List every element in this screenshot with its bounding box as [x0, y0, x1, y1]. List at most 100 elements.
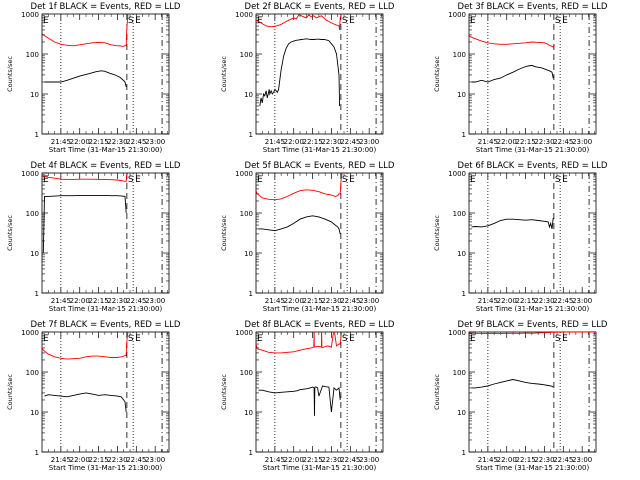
- series-lld: [256, 332, 342, 354]
- marker-letter-e: E: [349, 16, 355, 26]
- corner-letter: E: [43, 175, 49, 185]
- panel-det-4: Det 4f BLACK = Events, RED = LLD 1 10 100 10…: [6, 161, 181, 313]
- x-tick-label: 22:15: [302, 138, 322, 146]
- y-tick-label: 100: [26, 210, 39, 218]
- marker-letter-e: E: [562, 334, 568, 344]
- x-axis-label: Start Time (31-Mar-15 21:30:00): [476, 305, 590, 313]
- x-tick-label: 21:45: [51, 138, 71, 146]
- x-tick-label: 22:30: [107, 138, 127, 146]
- x-tick-label: 22:00: [284, 297, 304, 305]
- x-tick-label: 23:00: [145, 456, 165, 464]
- marker-letter-s: S: [342, 334, 348, 344]
- corner-letter: E: [257, 175, 263, 185]
- panel-title: Det 9f BLACK = Events, RED = LLD: [458, 320, 608, 330]
- x-tick-label: 22:15: [88, 456, 108, 464]
- series-lld: [469, 34, 555, 48]
- y-tick-label: 100: [26, 51, 39, 59]
- marker-letter-e: E: [135, 334, 141, 344]
- plot-frame: [255, 331, 384, 453]
- plot-frame: [255, 172, 384, 294]
- marker-letter-e: E: [135, 16, 141, 26]
- x-tick-label: 21:45: [478, 138, 498, 146]
- panel-title: Det 7f BLACK = Events, RED = LLD: [31, 320, 181, 330]
- x-tick-label: 22:30: [321, 456, 341, 464]
- panel-title: Det 5f BLACK = Events, RED = LLD: [245, 161, 395, 171]
- y-tick-label: 10: [457, 250, 466, 258]
- x-tick-label: 22:30: [321, 297, 341, 305]
- corner-letter: E: [257, 334, 263, 344]
- series-lld: [469, 332, 596, 334]
- y-tick-label: 100: [453, 369, 466, 377]
- marker-letter-e: E: [349, 175, 355, 185]
- marker-letter-s: S: [555, 334, 561, 344]
- y-axis-label: Counts/sec: [433, 56, 441, 92]
- y-tick-label: 1000: [21, 329, 39, 337]
- x-tick-label: 22:30: [534, 138, 554, 146]
- y-tick-label: 1: [35, 131, 39, 139]
- corner-letter: E: [43, 334, 49, 344]
- marker-letter-s: S: [128, 175, 134, 185]
- corner-letter: E: [43, 16, 49, 26]
- x-tick-label: 22:45: [553, 297, 573, 305]
- x-tick-label: 21:45: [265, 138, 285, 146]
- x-tick-label: 23:00: [359, 138, 379, 146]
- marker-letter-e: E: [349, 334, 355, 344]
- x-axis-label: Start Time (31-Mar-15 21:30:00): [263, 146, 377, 154]
- panel-title: Det 3f BLACK = Events, RED = LLD: [458, 2, 608, 12]
- x-tick-label: 22:30: [534, 456, 554, 464]
- series-lld: [42, 173, 129, 182]
- y-tick-label: 1: [462, 131, 466, 139]
- y-tick-label: 1000: [235, 11, 253, 19]
- corner-letter: E: [470, 334, 476, 344]
- series-events: [42, 194, 127, 254]
- x-tick-label: 22:15: [515, 297, 535, 305]
- y-tick-label: 10: [30, 91, 39, 99]
- panel-det-7: Det 7f BLACK = Events, RED = LLD 1 10 100 10…: [6, 320, 181, 472]
- x-axis-label: Start Time (31-Mar-15 21:30:00): [263, 464, 377, 472]
- x-axis-label: Start Time (31-Mar-15 21:30:00): [476, 146, 590, 154]
- x-tick-label: 22:45: [126, 138, 146, 146]
- x-tick-label: 22:15: [88, 138, 108, 146]
- y-tick-label: 1000: [448, 170, 466, 178]
- series-events: [471, 379, 554, 389]
- x-tick-label: 22:15: [302, 297, 322, 305]
- y-tick-label: 100: [240, 210, 253, 218]
- y-axis-label: Counts/sec: [220, 56, 228, 92]
- series-events: [258, 215, 341, 235]
- x-tick-label: 22:00: [70, 297, 90, 305]
- y-tick-label: 1: [35, 290, 39, 298]
- marker-letter-s: S: [555, 16, 561, 26]
- y-axis-label: Counts/sec: [433, 215, 441, 251]
- y-axis-label: Counts/sec: [6, 215, 14, 251]
- y-tick-label: 100: [26, 369, 39, 377]
- y-tick-label: 10: [30, 250, 39, 258]
- x-tick-label: 22:15: [302, 456, 322, 464]
- y-axis-label: Counts/sec: [220, 215, 228, 251]
- x-axis-label: Start Time (31-Mar-15 21:30:00): [263, 305, 377, 313]
- series-lld: [256, 173, 343, 201]
- x-tick-label: 23:00: [572, 297, 592, 305]
- x-tick-label: 22:30: [107, 297, 127, 305]
- x-tick-label: 22:30: [321, 138, 341, 146]
- y-tick-label: 1: [462, 449, 466, 457]
- x-tick-label: 22:00: [284, 138, 304, 146]
- marker-letter-e: E: [135, 175, 141, 185]
- y-tick-label: 10: [30, 409, 39, 417]
- x-tick-label: 21:45: [478, 456, 498, 464]
- x-tick-label: 22:00: [497, 297, 517, 305]
- plot-frame: [468, 172, 597, 294]
- y-tick-label: 100: [453, 210, 466, 218]
- plot-frame: [468, 331, 597, 453]
- y-tick-label: 1: [249, 290, 253, 298]
- x-tick-label: 22:45: [340, 456, 360, 464]
- y-tick-label: 10: [244, 91, 253, 99]
- x-tick-label: 22:45: [340, 138, 360, 146]
- x-tick-label: 21:45: [51, 297, 71, 305]
- panel-det-2: Det 2f BLACK = Events, RED = LLD 1 10 100 10…: [220, 2, 395, 154]
- x-tick-label: 22:00: [284, 456, 304, 464]
- y-tick-label: 1: [249, 131, 253, 139]
- y-tick-label: 10: [457, 409, 466, 417]
- series-events: [44, 70, 127, 88]
- y-tick-label: 1000: [21, 170, 39, 178]
- series-events: [44, 392, 127, 413]
